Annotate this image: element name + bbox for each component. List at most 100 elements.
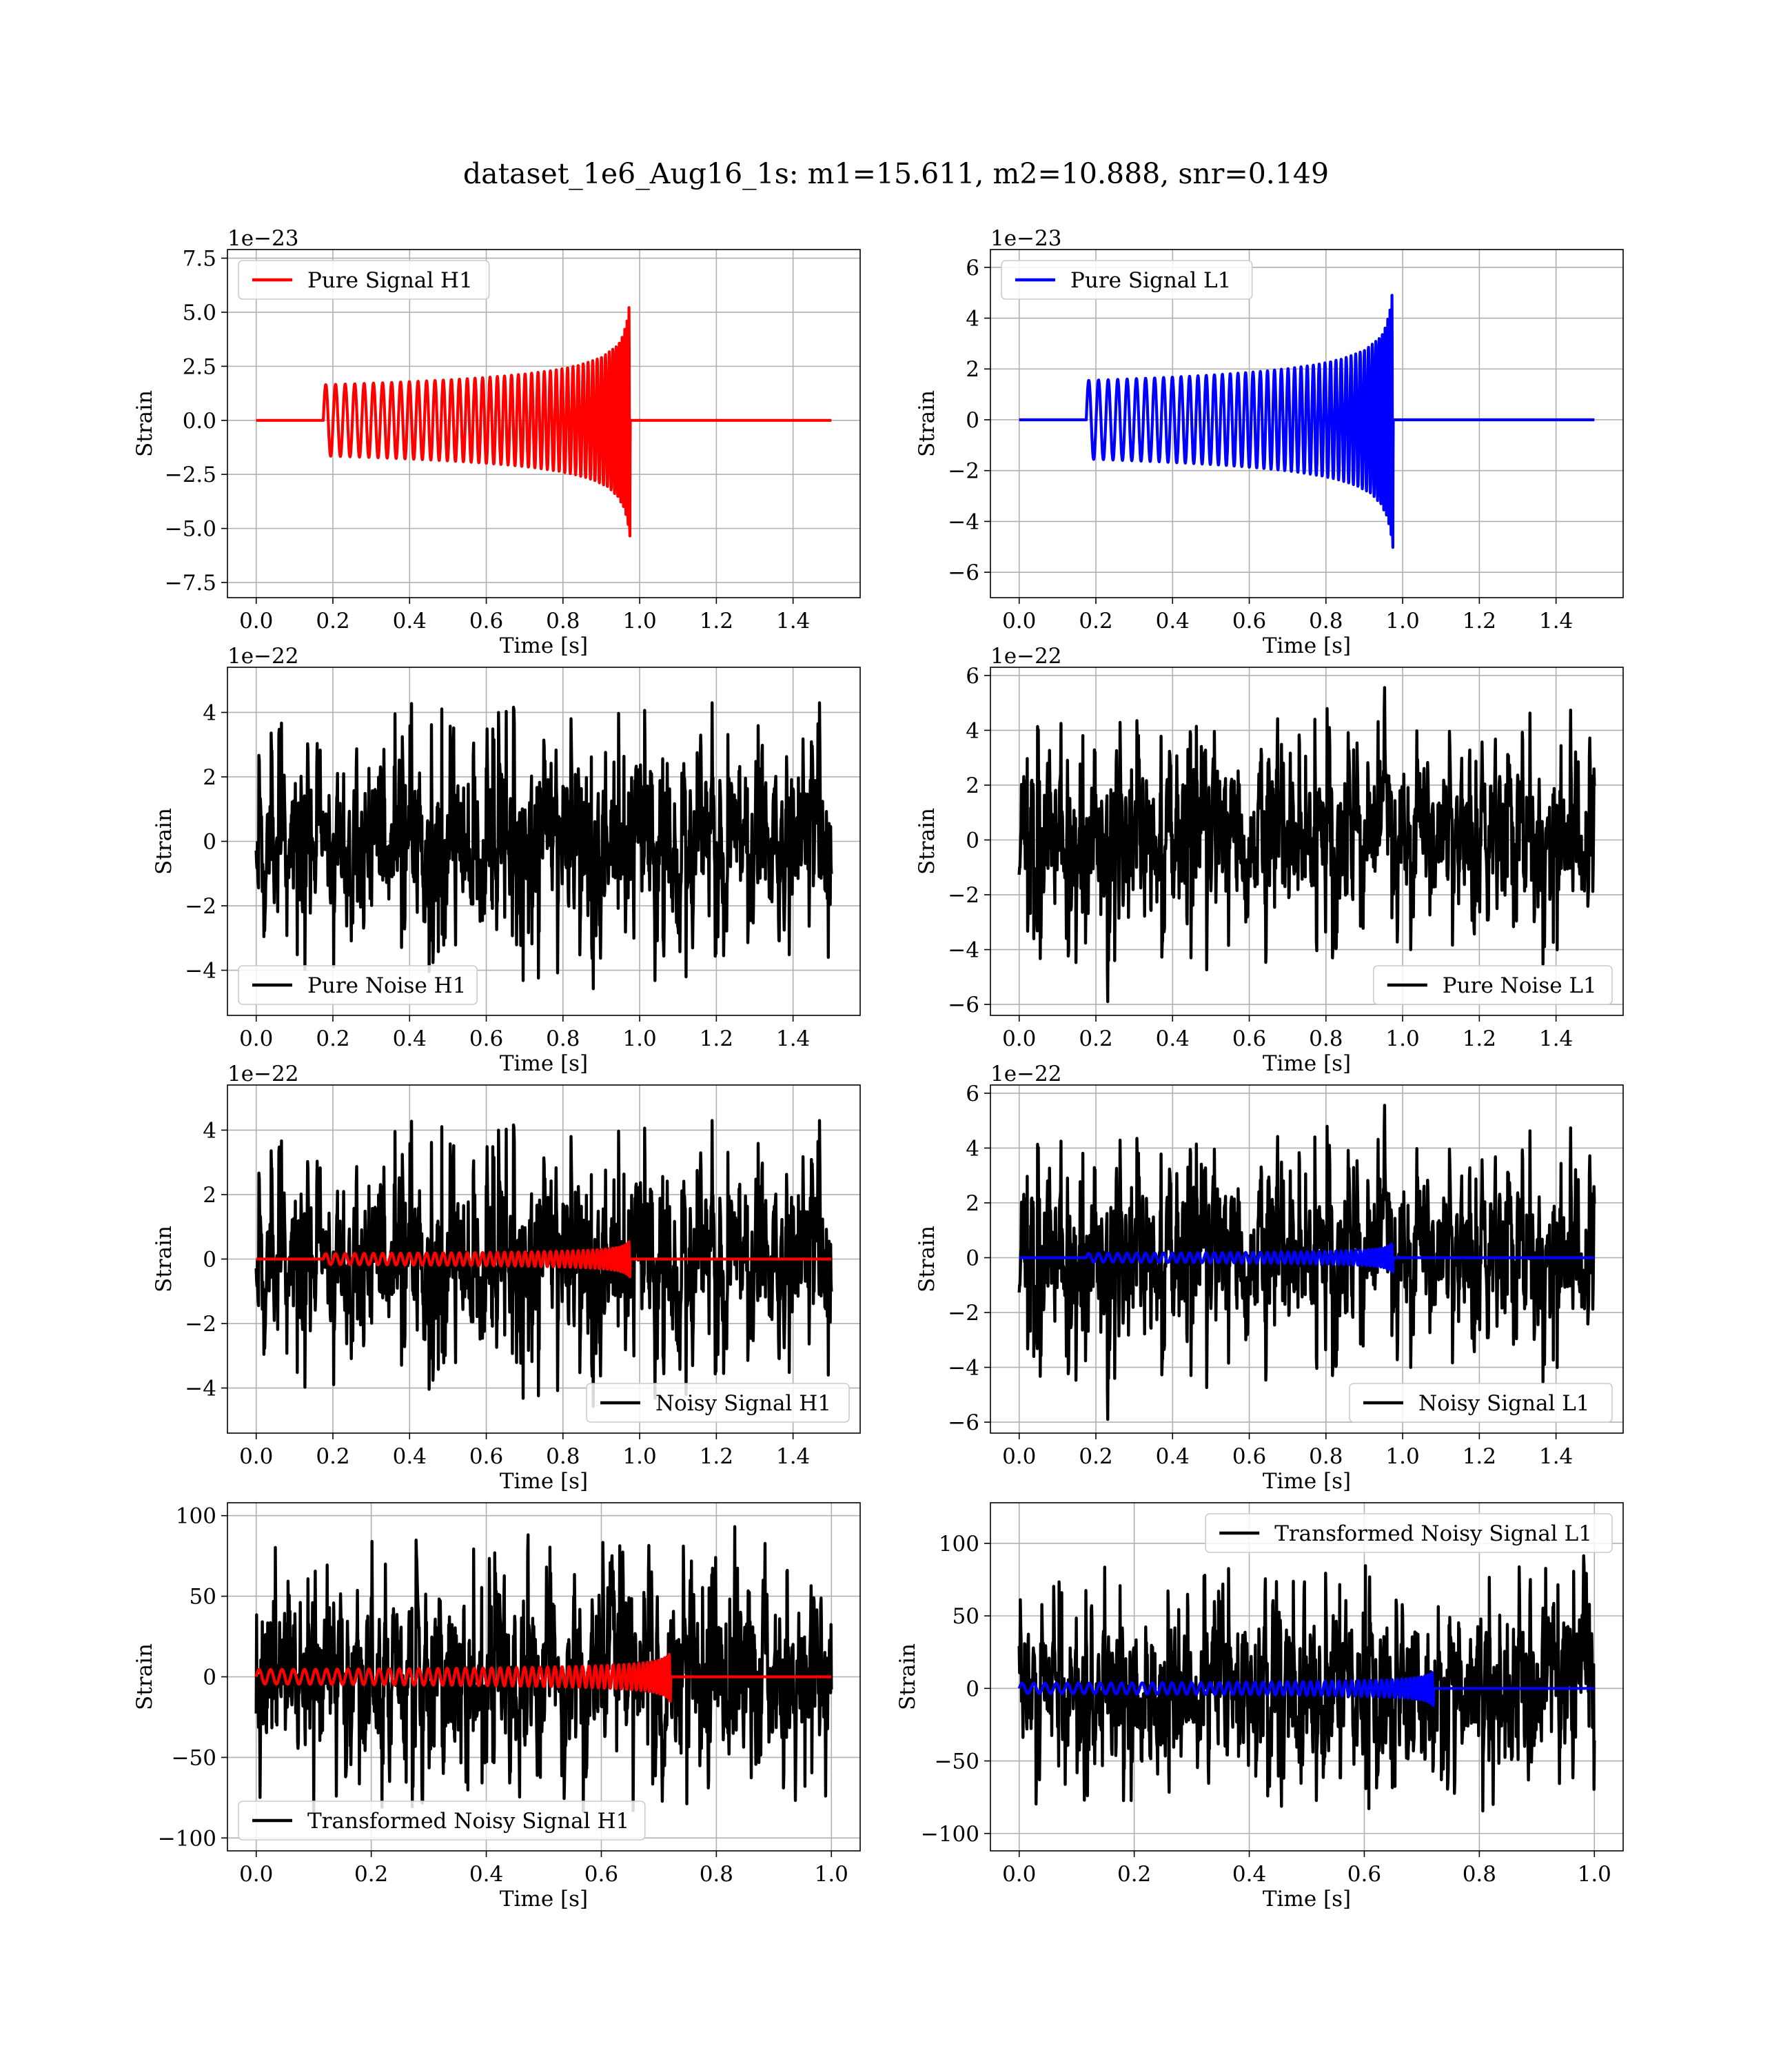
y-tick-label: −4 bbox=[185, 1377, 216, 1401]
y-tick-label: 0 bbox=[203, 1665, 216, 1690]
x-tick-label: 0.8 bbox=[1309, 1026, 1343, 1051]
x-tick-label: 0.6 bbox=[1232, 1026, 1266, 1051]
subplot-p8: 0.0 0.2 0.4 0.6 0.8 1.0 −100 −50 0 50 100 Time [s] S… bbox=[895, 1502, 1624, 1912]
x-tick-label: 0.2 bbox=[1117, 1862, 1151, 1887]
series-line-pure-noise-l1 bbox=[1017, 686, 1596, 1004]
x-tick-label: 0.6 bbox=[1232, 1444, 1266, 1469]
subplot-p6: 0.0 0.2 0.4 0.6 0.8 1.0 1.2 1.4 −6 −4 −2 0 2 4 6 1e−22 T… bbox=[915, 1062, 1624, 1494]
x-tick-label: 0.4 bbox=[1156, 1444, 1190, 1469]
x-axis-label: Time [s] bbox=[1263, 633, 1351, 658]
x-tick-label: 1.2 bbox=[700, 1444, 733, 1469]
x-tick-label: 1.2 bbox=[1463, 1444, 1496, 1469]
x-tick-label: 0.6 bbox=[469, 1026, 503, 1051]
series-line-pure-noise-h1 bbox=[254, 701, 833, 991]
x-tick-label: 0.0 bbox=[239, 1444, 273, 1469]
x-tick-label: 0.0 bbox=[1002, 1026, 1036, 1051]
y-tick-label: 4 bbox=[966, 1136, 979, 1161]
y-tick-label: −7.5 bbox=[165, 571, 216, 596]
x-tick-label: 0.6 bbox=[584, 1862, 618, 1887]
series-line-pure-signal-l1 bbox=[1017, 294, 1596, 549]
y-tick-label: −50 bbox=[172, 1745, 216, 1770]
legend-box bbox=[1373, 965, 1613, 1005]
x-tick-label: 0.8 bbox=[1309, 609, 1343, 633]
y-tick-label: 2.5 bbox=[183, 354, 216, 379]
legend-label: Noisy Signal H1 bbox=[655, 1391, 831, 1416]
series-line-injected-signal bbox=[254, 1652, 833, 1703]
legend-box bbox=[238, 965, 478, 1005]
x-tick-label: 0.8 bbox=[1463, 1862, 1496, 1887]
y-tick-label: −4 bbox=[948, 938, 979, 963]
y-tick-label: 5.0 bbox=[183, 301, 216, 325]
x-tick-label: 0.8 bbox=[546, 1444, 580, 1469]
legend-box bbox=[238, 1801, 646, 1841]
y-tick-label: 7.5 bbox=[183, 247, 216, 272]
y-tick-label: 2 bbox=[203, 765, 216, 790]
series-line-injected-signal bbox=[254, 1240, 833, 1279]
y-axis-label: Strain bbox=[915, 390, 939, 457]
y-tick-label: −2.5 bbox=[165, 463, 216, 487]
x-tick-label: 0.2 bbox=[316, 1444, 349, 1469]
x-tick-label: 1.2 bbox=[700, 609, 733, 633]
legend-label: Pure Noise L1 bbox=[1443, 973, 1597, 998]
y-tick-label: −4 bbox=[948, 509, 979, 534]
legend-label: Transformed Noisy Signal L1 bbox=[1274, 1521, 1592, 1546]
x-tick-label: 0.4 bbox=[469, 1862, 503, 1887]
x-tick-label: 0.4 bbox=[1156, 1026, 1190, 1051]
y-tick-label: −4 bbox=[948, 1356, 979, 1381]
x-tick-label: 0.6 bbox=[1347, 1862, 1381, 1887]
x-tick-label: 0.2 bbox=[1079, 1444, 1112, 1469]
legend: Pure Signal L1 bbox=[1001, 260, 1253, 300]
x-tick-label: 1.0 bbox=[815, 1862, 848, 1887]
y-axis-label: Strain bbox=[895, 1643, 920, 1710]
y-tick-label: −2 bbox=[948, 883, 979, 908]
x-tick-label: 0.2 bbox=[354, 1862, 388, 1887]
x-tick-label: 0.4 bbox=[393, 1026, 427, 1051]
y-tick-label: −4 bbox=[185, 959, 216, 984]
x-tick-label: 0.4 bbox=[393, 1444, 427, 1469]
x-axis-label: Time [s] bbox=[500, 1469, 588, 1494]
y-tick-label: −100 bbox=[158, 1826, 216, 1851]
legend: Transformed Noisy Signal L1 bbox=[1205, 1513, 1613, 1553]
y-tick-label: 0 bbox=[203, 1248, 216, 1273]
x-axis-label: Time [s] bbox=[500, 1051, 588, 1076]
x-tick-label: 0.2 bbox=[1079, 1026, 1112, 1051]
subplot-p3: 0.0 0.2 0.4 0.6 0.8 1.0 1.2 1.4 −4 −2 0 2 4 1e−22 Time… bbox=[152, 644, 861, 1076]
x-tick-label: 1.2 bbox=[700, 1026, 733, 1051]
y-axis-label: Strain bbox=[152, 1226, 176, 1292]
y-tick-label: 2 bbox=[966, 357, 979, 382]
series-line-transformed-noisy-signal-l1 bbox=[1017, 1554, 1596, 1813]
axes-frame bbox=[990, 1502, 1624, 1852]
legend-box bbox=[238, 260, 490, 300]
x-tick-label: 1.0 bbox=[1385, 609, 1419, 633]
y-tick-label: 100 bbox=[939, 1532, 979, 1557]
y-tick-label: 6 bbox=[966, 256, 979, 281]
y-tick-label: 0 bbox=[203, 830, 216, 855]
y-tick-label: −5.0 bbox=[165, 517, 216, 542]
x-tick-label: 1.2 bbox=[1463, 609, 1496, 633]
x-tick-label: 0.0 bbox=[239, 609, 273, 633]
x-tick-label: 0.4 bbox=[1232, 1862, 1266, 1887]
x-tick-label: 0.4 bbox=[393, 609, 427, 633]
series-line-transformed-noisy-signal-h1 bbox=[254, 1525, 833, 1814]
y-tick-label: 0.0 bbox=[183, 409, 216, 434]
series-line-injected-signal bbox=[1017, 1671, 1596, 1707]
subplot-p2: 0.0 0.2 0.4 0.6 0.8 1.0 1.2 1.4 −6 −4 −2 0 2 4 6 1e−23 T… bbox=[915, 226, 1624, 658]
subplot-p7: 0.0 0.2 0.4 0.6 0.8 1.0 −100 −50 0 50 100 Time [s] S… bbox=[132, 1502, 861, 1912]
x-tick-label: 0.8 bbox=[1309, 1444, 1343, 1469]
legend: Noisy Signal H1 bbox=[586, 1383, 850, 1423]
legend-label: Noisy Signal L1 bbox=[1418, 1391, 1590, 1416]
y-tick-label: −2 bbox=[185, 1312, 216, 1337]
axes-frame bbox=[990, 667, 1624, 1016]
y-axis-label: Strain bbox=[132, 390, 157, 457]
x-tick-label: 0.0 bbox=[239, 1026, 273, 1051]
y-tick-label: 2 bbox=[966, 773, 979, 798]
axes-frame bbox=[227, 249, 861, 598]
axes-frame bbox=[990, 249, 1624, 598]
axis-offset-text: 1e−22 bbox=[990, 1062, 1062, 1086]
legend-box bbox=[586, 1383, 850, 1423]
y-tick-label: 4 bbox=[966, 307, 979, 332]
y-axis-label: Strain bbox=[152, 808, 176, 875]
series-line-noisy-signal-h1 bbox=[254, 1119, 833, 1408]
x-tick-label: 1.0 bbox=[1385, 1026, 1419, 1051]
